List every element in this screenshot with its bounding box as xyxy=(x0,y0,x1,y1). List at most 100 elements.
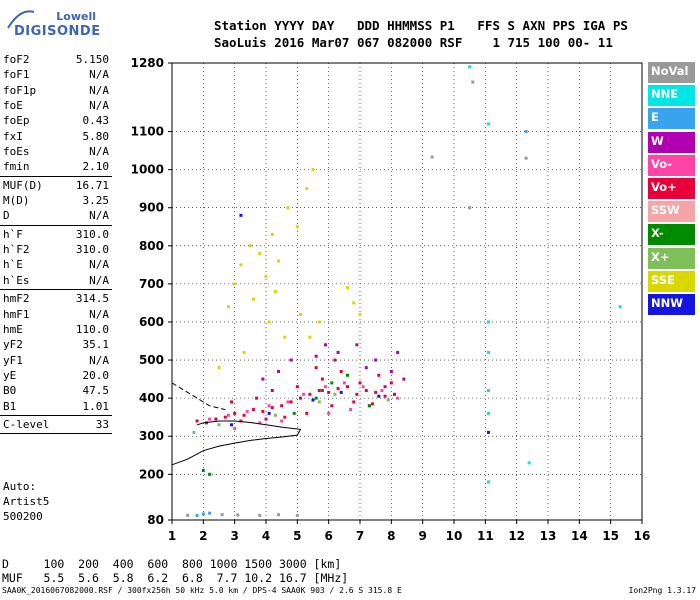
param-value: 110.0 xyxy=(75,322,109,336)
data-point-w xyxy=(336,350,340,354)
param-row: hmE 110.0 xyxy=(0,322,112,337)
data-point-sse xyxy=(305,187,309,191)
data-point-vo xyxy=(364,389,368,393)
param-name: hmE xyxy=(3,322,23,336)
param-value: 20.0 xyxy=(82,368,110,382)
data-point-sse xyxy=(273,290,277,293)
y-tick-label: 1000 xyxy=(131,163,164,177)
param-value: N/A xyxy=(89,258,109,272)
param-row: hmF1 N/A xyxy=(0,307,112,322)
scaled-parameters-panel: foF2 5.150 foF1 N/A foF1p N/A foE N/A foEp 0.43 fx… xyxy=(0,52,112,435)
data-point-nne xyxy=(486,480,490,484)
param-value: 47.5 xyxy=(82,384,110,398)
legend-item-sse: SSE xyxy=(648,270,695,292)
data-point-sse xyxy=(317,320,321,324)
y-tick-label: 80 xyxy=(147,513,164,527)
legend-item-x: X+ xyxy=(648,247,695,269)
data-point-vo xyxy=(270,406,274,410)
data-point-vo xyxy=(302,392,306,396)
data-point-nne xyxy=(486,411,490,415)
x-tick-label: 16 xyxy=(634,529,651,543)
data-point-sse xyxy=(295,225,299,229)
data-point-w xyxy=(402,377,406,381)
legend-item-e: E xyxy=(648,108,695,130)
data-point-vo xyxy=(317,389,321,393)
param-value: 314.5 xyxy=(75,292,109,306)
param-name: B0 xyxy=(3,384,17,398)
data-point-nne xyxy=(527,461,531,465)
x-tick-label: 8 xyxy=(387,529,395,543)
param-value: 310.0 xyxy=(75,243,109,257)
data-point-nne xyxy=(486,389,490,393)
data-point-nne xyxy=(486,320,490,324)
data-point-w xyxy=(277,369,281,373)
legend-item-x: X- xyxy=(648,224,695,246)
data-point-noval xyxy=(258,513,262,517)
data-point-sse xyxy=(308,335,312,339)
data-point-noval xyxy=(471,80,475,84)
data-point-vo xyxy=(336,387,340,391)
data-point-w xyxy=(396,350,400,354)
data-point-vo xyxy=(264,417,268,421)
data-point-vo xyxy=(261,409,265,413)
param-name: hmF2 xyxy=(3,292,30,306)
param-row: B1 1.01 xyxy=(0,399,112,414)
data-point-sse xyxy=(233,282,237,286)
x-tick-label: 4 xyxy=(262,529,270,543)
param-name: M(D) xyxy=(3,194,30,208)
data-point-w xyxy=(374,358,378,362)
param-name: foEp xyxy=(3,114,30,128)
data-point-noval xyxy=(468,206,472,210)
auto-version: 500200 xyxy=(3,510,43,523)
param-row: M(D) 3.25 xyxy=(0,193,112,208)
param-name: D xyxy=(3,209,10,223)
data-point-vo xyxy=(295,385,299,389)
data-point-sse xyxy=(277,259,281,263)
header-line-2: SaoLuis 2016 Mar07 067 082000 RSF 1 715 … xyxy=(214,35,613,50)
param-row: fmin 2.10 xyxy=(0,159,112,174)
data-point-w xyxy=(383,385,387,389)
data-point-sse xyxy=(248,244,252,248)
param-value: 35.1 xyxy=(82,338,110,352)
data-point-noval xyxy=(186,513,190,517)
legend-item-nnw: NNW xyxy=(648,293,695,315)
data-point-vo xyxy=(352,400,356,404)
data-point-noval xyxy=(236,513,240,517)
param-row: yE 20.0 xyxy=(0,368,112,383)
param-name: h`Es xyxy=(3,273,30,287)
data-point-w xyxy=(355,343,359,347)
data-point-w xyxy=(314,354,318,358)
data-point-vo xyxy=(208,417,212,421)
data-point-sse xyxy=(251,297,255,301)
file-info: SAA0K_2016067082000.RSF / 300fx256h 50 k… xyxy=(2,586,402,595)
polarization-legend: NoVal NNE E W Vo- Vo+ SSW X- X+ SSE NNW xyxy=(648,62,695,317)
data-point-vo xyxy=(305,411,309,415)
data-point-vo xyxy=(233,427,237,431)
data-point-x xyxy=(345,373,349,377)
param-row: foE N/A xyxy=(0,98,112,113)
x-tick-label: 11 xyxy=(477,529,494,543)
param-name: yF2 xyxy=(3,338,23,352)
data-point-vo xyxy=(289,400,293,404)
param-row: foEs N/A xyxy=(0,144,112,159)
param-name: foE xyxy=(3,99,23,113)
legend-item-w: W xyxy=(648,131,695,153)
param-divider xyxy=(0,175,112,177)
data-point-x xyxy=(317,400,321,404)
param-value: 5.80 xyxy=(82,129,110,143)
data-point-w xyxy=(289,358,293,362)
data-point-vo xyxy=(339,369,343,373)
data-point-noval xyxy=(295,513,299,517)
param-divider xyxy=(0,289,112,291)
x-tick-label: 1 xyxy=(168,529,176,543)
param-value: 16.71 xyxy=(75,178,109,192)
data-point-sse xyxy=(311,168,315,172)
logo-text-bottom: DIGISONDE xyxy=(14,24,101,39)
data-point-vo xyxy=(342,381,346,385)
param-row: h`Es N/A xyxy=(0,273,112,288)
data-point-nnw xyxy=(339,390,343,394)
data-point-vo xyxy=(280,419,284,423)
data-point-x xyxy=(320,389,324,393)
y-tick-label: 900 xyxy=(139,201,164,215)
param-name: fmin xyxy=(3,160,30,174)
